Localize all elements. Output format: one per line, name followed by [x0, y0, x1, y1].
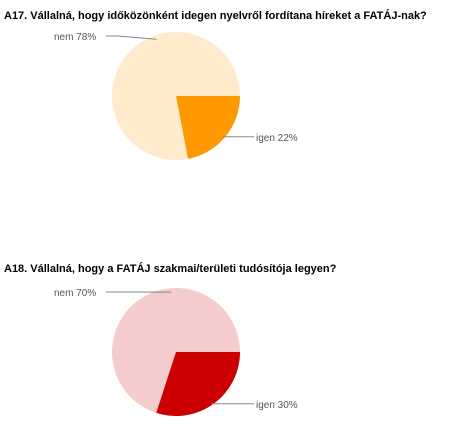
- pie-slice-nem: [111, 31, 240, 160]
- slice-label-igen: igen 30%: [256, 400, 298, 411]
- slice-label-nem: nem 70%: [54, 288, 96, 299]
- leader-line-nem: [106, 35, 157, 40]
- slice-label-nem: nem 78%: [54, 32, 96, 43]
- pie-slice-nem: [112, 288, 240, 413]
- pie-slice-igen: [156, 352, 240, 416]
- chart-1-title: A17. Vállalná, hogy időközönként idegen …: [4, 10, 427, 22]
- pie-chart-1: nem 78% igen 22%: [54, 31, 298, 160]
- slice-label-igen: igen 22%: [256, 133, 298, 144]
- chart-2-title: A18. Vállalná, hogy a FATÁJ szakmai/terü…: [4, 263, 337, 275]
- pie-chart-2: nem 70% igen 30%: [54, 288, 298, 416]
- pie-slice-igen: [176, 96, 240, 159]
